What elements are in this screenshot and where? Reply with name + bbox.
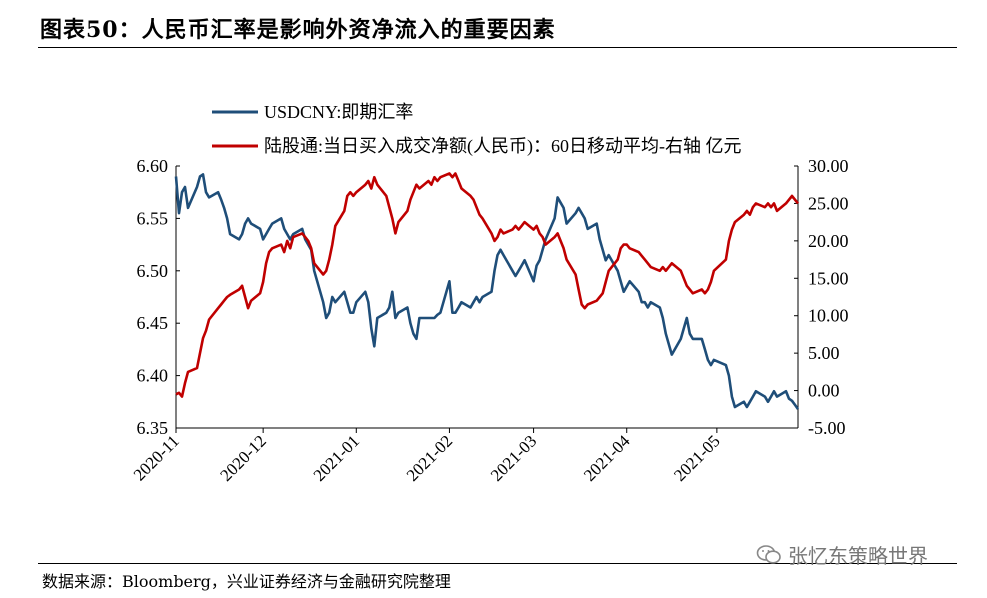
footer-divider bbox=[38, 563, 957, 564]
legend-label-2: 陆股通:当日买入成交净额(人民币)：60日移动平均-右轴 亿元 bbox=[264, 136, 741, 157]
y-left-tick-label: 6.40 bbox=[137, 366, 169, 386]
x-tick-label: 2020-12 bbox=[216, 431, 270, 485]
y-right-tick-label: 20.00 bbox=[808, 231, 849, 251]
line-chart: 6.60 6.55 6.50 6.45 6.40 6.35 30.00 25.00 20.00 1… bbox=[130, 102, 849, 485]
legend-label-1: USDCNY:即期汇率 bbox=[264, 102, 413, 122]
wechat-icon bbox=[756, 544, 781, 564]
chart-legend: USDCNY:即期汇率陆股通:当日买入成交净额(人民币)：60日移动平均-右轴 … bbox=[212, 102, 741, 157]
title-divider bbox=[38, 47, 957, 48]
y-right-tick-label: 30.00 bbox=[808, 156, 849, 176]
x-tick-label: 2021-04 bbox=[580, 431, 634, 485]
y-right-tick-label: 25.00 bbox=[808, 193, 849, 213]
y-right-tick-label: 0.00 bbox=[808, 381, 840, 401]
y-left-tick-label: 6.35 bbox=[137, 418, 169, 438]
northbound-flow-series-line bbox=[175, 172, 800, 398]
y-right-tick-label: -5.00 bbox=[808, 418, 846, 438]
data-source: 数据来源：Bloomberg，兴业证券经济与金融研究院整理 bbox=[42, 572, 451, 591]
chart-axes: 6.60 6.55 6.50 6.45 6.40 6.35 30.00 25.00 20.00 1… bbox=[130, 156, 849, 485]
usdcny-series-line bbox=[174, 173, 800, 410]
x-tick-label: 2021-03 bbox=[487, 431, 541, 485]
watermark-text: 张忆东策略世界 bbox=[788, 544, 928, 568]
x-tick-label: 2020-11 bbox=[130, 431, 183, 484]
y-left-tick-label: 6.50 bbox=[137, 261, 169, 281]
y-left-tick-label: 6.60 bbox=[137, 156, 169, 176]
y-right-tick-label: 10.00 bbox=[808, 306, 849, 326]
y-right-tick-label: 15.00 bbox=[808, 268, 849, 288]
chart-lines bbox=[174, 172, 800, 410]
y-left-tick-label: 6.55 bbox=[137, 208, 169, 228]
y-right-tick-label: 5.00 bbox=[808, 343, 840, 363]
x-tick-label: 2021-01 bbox=[310, 431, 364, 485]
chart-title: 图表50：人民币汇率是影响外资净流入的重要因素 bbox=[40, 17, 556, 43]
x-tick-label: 2021-05 bbox=[670, 431, 724, 485]
y-left-tick-label: 6.45 bbox=[137, 313, 169, 333]
x-tick-label: 2021-02 bbox=[403, 431, 457, 485]
watermark: 张忆东策略世界 bbox=[756, 540, 928, 569]
